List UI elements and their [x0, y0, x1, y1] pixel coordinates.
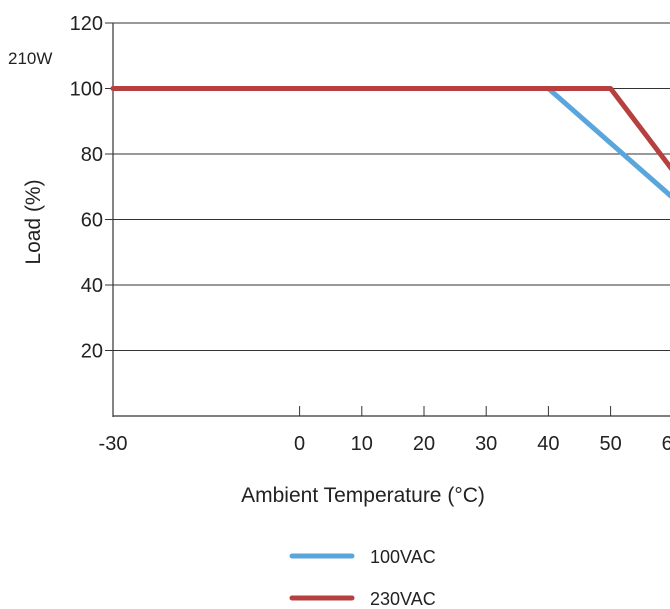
- y-tick-label-100: 100: [70, 79, 103, 101]
- y-tick-label-40: 40: [81, 275, 103, 297]
- y-tick-label-120: 120: [70, 13, 103, 35]
- x-tick-label-10: 10: [351, 433, 373, 455]
- x-tick-label-30: 30: [475, 433, 497, 455]
- x-tick-label-40: 40: [537, 433, 559, 455]
- y-tick-label-20: 20: [81, 341, 103, 363]
- grid: [105, 22, 670, 351]
- legend: 100VAC 230VAC: [289, 547, 436, 609]
- legend-label-230vac: 230VAC: [370, 589, 436, 609]
- x-tick-label-0: 0: [294, 433, 305, 455]
- legend-label-100vac: 100VAC: [370, 547, 436, 567]
- series-line-100vac: [110, 86, 670, 199]
- y-tick-label-80: 80: [81, 144, 103, 166]
- series: [110, 86, 670, 199]
- power-rating-note: 210W: [8, 49, 52, 68]
- x-axis-label: Ambient Temperature (°C): [241, 484, 485, 507]
- series-line-230vac: [110, 86, 670, 171]
- y-tick-label-60: 60: [81, 210, 103, 232]
- x-tick-label-50: 50: [599, 433, 621, 455]
- x-tick-label-20: 20: [413, 433, 435, 455]
- x-tick-label--30: -30: [99, 433, 128, 455]
- x-tick-label-60: 60: [662, 433, 670, 455]
- y-axis-label: Load (%): [22, 179, 45, 264]
